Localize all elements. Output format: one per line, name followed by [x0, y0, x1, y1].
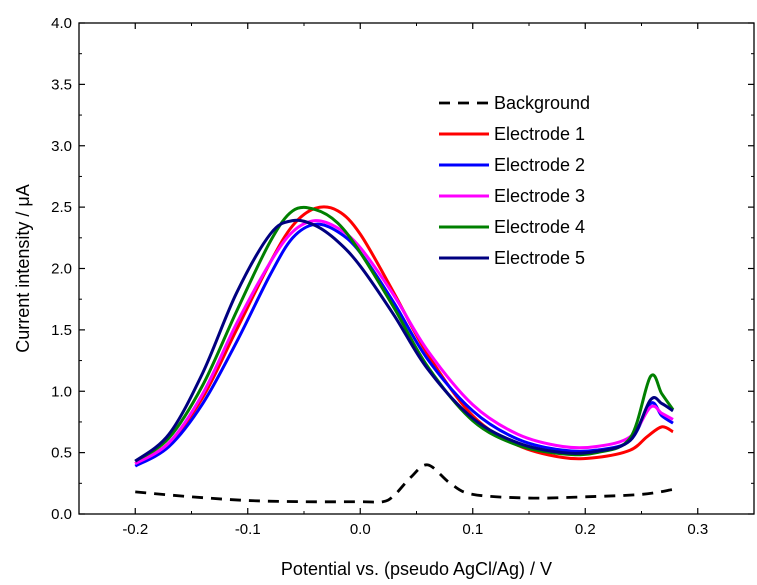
- series-line-electrode-5: [134, 218, 674, 463]
- y-axis-title: Current intensity / μA: [13, 184, 33, 352]
- y-tick-label: 2.0: [51, 261, 72, 278]
- x-tick-label: 0.2: [575, 521, 596, 538]
- x-tick-label: -0.2: [122, 521, 148, 538]
- x-tick-label: 0.0: [350, 521, 371, 538]
- plot-frame: [78, 22, 755, 515]
- x-tick-label: 0.3: [687, 521, 708, 538]
- y-tick-label: 1.5: [51, 322, 72, 339]
- x-tick-label: -0.1: [235, 521, 261, 538]
- legend-label-electrode-2: Electrode 2: [494, 155, 585, 175]
- y-tick-label: 1.0: [51, 383, 72, 400]
- y-tick-label: 0.5: [51, 445, 72, 462]
- series-line-electrode-1: [134, 205, 674, 465]
- legend-label-electrode-5: Electrode 5: [494, 248, 585, 268]
- legend-label-electrode-4: Electrode 4: [494, 217, 585, 237]
- x-axis-title: Potential vs. (pseudo AgCl/Ag) / V: [281, 559, 552, 579]
- legend-label-electrode-1: Electrode 1: [494, 124, 585, 144]
- y-tick-label: 2.5: [51, 199, 72, 216]
- ticks: -0.2 -0.1 0.0 0.1 0.2 0.3 0.0 0.5 1.0 1.5 2.0 2.5 3.…: [51, 15, 754, 538]
- series-line-background: [135, 463, 674, 504]
- legend-label-background: Background: [494, 93, 590, 113]
- legend-label-electrode-3: Electrode 3: [494, 186, 585, 206]
- y-tick-label: 4.0: [51, 15, 72, 32]
- legend: Background Electrode 1 Electrode 2 Electrod…: [439, 93, 590, 268]
- y-tick-label: 3.0: [51, 138, 72, 155]
- series-lines: [134, 205, 675, 504]
- x-tick-label: 0.1: [462, 521, 483, 538]
- y-tick-label: 3.5: [51, 76, 72, 93]
- y-tick-label: 0.0: [51, 506, 72, 523]
- series-line-electrode-4: [134, 205, 675, 463]
